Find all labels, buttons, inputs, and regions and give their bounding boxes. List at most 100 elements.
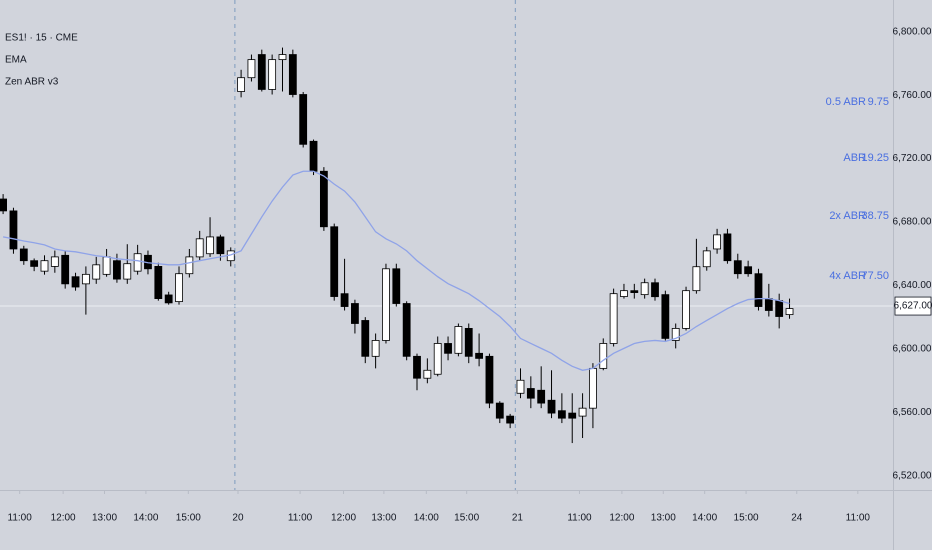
x-tick-label: 12:00 [331, 513, 356, 524]
candle-body [723, 233, 732, 262]
candle-body [382, 268, 390, 341]
candle-body [40, 260, 49, 272]
legend-line: EMA [5, 55, 27, 66]
x-tick-label: 11:00 [846, 513, 871, 524]
candle-body [568, 412, 577, 419]
candle-body [319, 170, 328, 228]
candle-body [92, 264, 101, 280]
candle-body [464, 328, 473, 357]
candle-body [620, 290, 628, 297]
candle-body [371, 340, 380, 357]
candle-body [50, 256, 59, 267]
candle-body [671, 328, 680, 341]
candle-body [81, 273, 90, 285]
x-tick-label: 20 [232, 513, 244, 524]
y-tick-label: 6,520.00 [893, 470, 932, 481]
candle-body [516, 379, 525, 394]
x-tick-label: 13:00 [651, 513, 676, 524]
legend-line: Zen ABR v3 [5, 77, 59, 88]
candle-body [526, 388, 535, 399]
candle-body [661, 294, 670, 339]
x-tick-label: 14:00 [133, 513, 158, 524]
candle-body [402, 303, 411, 357]
candle-body [361, 320, 370, 357]
candle-body [547, 399, 556, 414]
x-tick-label: 12:00 [51, 513, 76, 524]
candle-body [609, 293, 618, 344]
y-tick-label: 6,680.00 [893, 217, 932, 228]
abr-label: 2x ABR [829, 210, 866, 222]
x-tick-label: 11:00 [8, 513, 33, 524]
candle-body [589, 367, 597, 409]
x-tick-label: 12:00 [609, 513, 634, 524]
candle-body [413, 355, 421, 379]
candle-body [340, 293, 349, 307]
candle-body [0, 198, 8, 212]
x-tick-label: 11:00 [567, 513, 592, 524]
candle-body [257, 54, 266, 90]
abr-value: 38.75 [861, 210, 889, 222]
candle-body [278, 54, 287, 61]
candle-body [216, 236, 225, 255]
candle-body [133, 253, 142, 272]
last-price-label: 6,627.00 [894, 301, 932, 312]
y-tick-label: 6,760.00 [893, 90, 932, 101]
candle-body [744, 266, 753, 275]
abr-label: 0.5 ABR [826, 96, 866, 108]
x-tick-label: 15:00 [734, 513, 759, 524]
candle-body [537, 389, 546, 404]
candle-body [775, 300, 784, 317]
candle-body [495, 402, 504, 419]
candle-body [164, 294, 173, 304]
abr-value: 77.50 [861, 270, 889, 282]
abr-label: 4x ABR [829, 270, 866, 282]
candle-body [195, 238, 204, 258]
candle-body [692, 266, 701, 292]
y-tick-label: 6,600.00 [893, 344, 932, 355]
candle-body [299, 94, 308, 145]
candle-body [640, 282, 649, 296]
candle-body [351, 303, 359, 324]
x-tick-label: 15:00 [454, 513, 479, 524]
candle-body [19, 248, 28, 262]
candle-body [330, 226, 339, 297]
candle-body [288, 54, 297, 95]
candle-body [764, 298, 773, 311]
ema-line [2, 170, 790, 371]
candle-body [102, 256, 111, 275]
candle-body [309, 140, 318, 172]
abr-value: 19.25 [861, 152, 889, 164]
candle-body [454, 326, 463, 354]
candle-body [423, 369, 432, 379]
candle-body [557, 410, 566, 419]
legend-line: ES1! · 15 · CME [5, 33, 78, 44]
candle-body [733, 260, 742, 275]
candle-body [702, 250, 711, 268]
candle-body [123, 263, 132, 280]
x-tick-label: 14:00 [692, 513, 717, 524]
candle-body [506, 415, 515, 424]
candle-body [599, 343, 608, 369]
y-tick-label: 6,720.00 [893, 153, 932, 164]
candle-body [113, 260, 121, 280]
x-tick-label: 15:00 [176, 513, 201, 524]
candle-body [785, 308, 794, 316]
candle-body [392, 268, 401, 304]
candle-body [268, 59, 277, 90]
x-tick-label: 13:00 [371, 513, 396, 524]
candle-body [713, 234, 721, 250]
candle-body [485, 355, 494, 404]
candle-body [154, 266, 163, 299]
candle-body [61, 254, 70, 285]
candle-body [754, 273, 763, 307]
abr-value: 9.75 [868, 96, 889, 108]
candle-body [9, 210, 18, 250]
candle-body [237, 77, 245, 92]
candle-body [630, 290, 639, 293]
candle-body [71, 276, 80, 288]
candle-body [185, 256, 194, 275]
x-tick-label: 13:00 [92, 513, 117, 524]
last-price-box [894, 296, 932, 316]
